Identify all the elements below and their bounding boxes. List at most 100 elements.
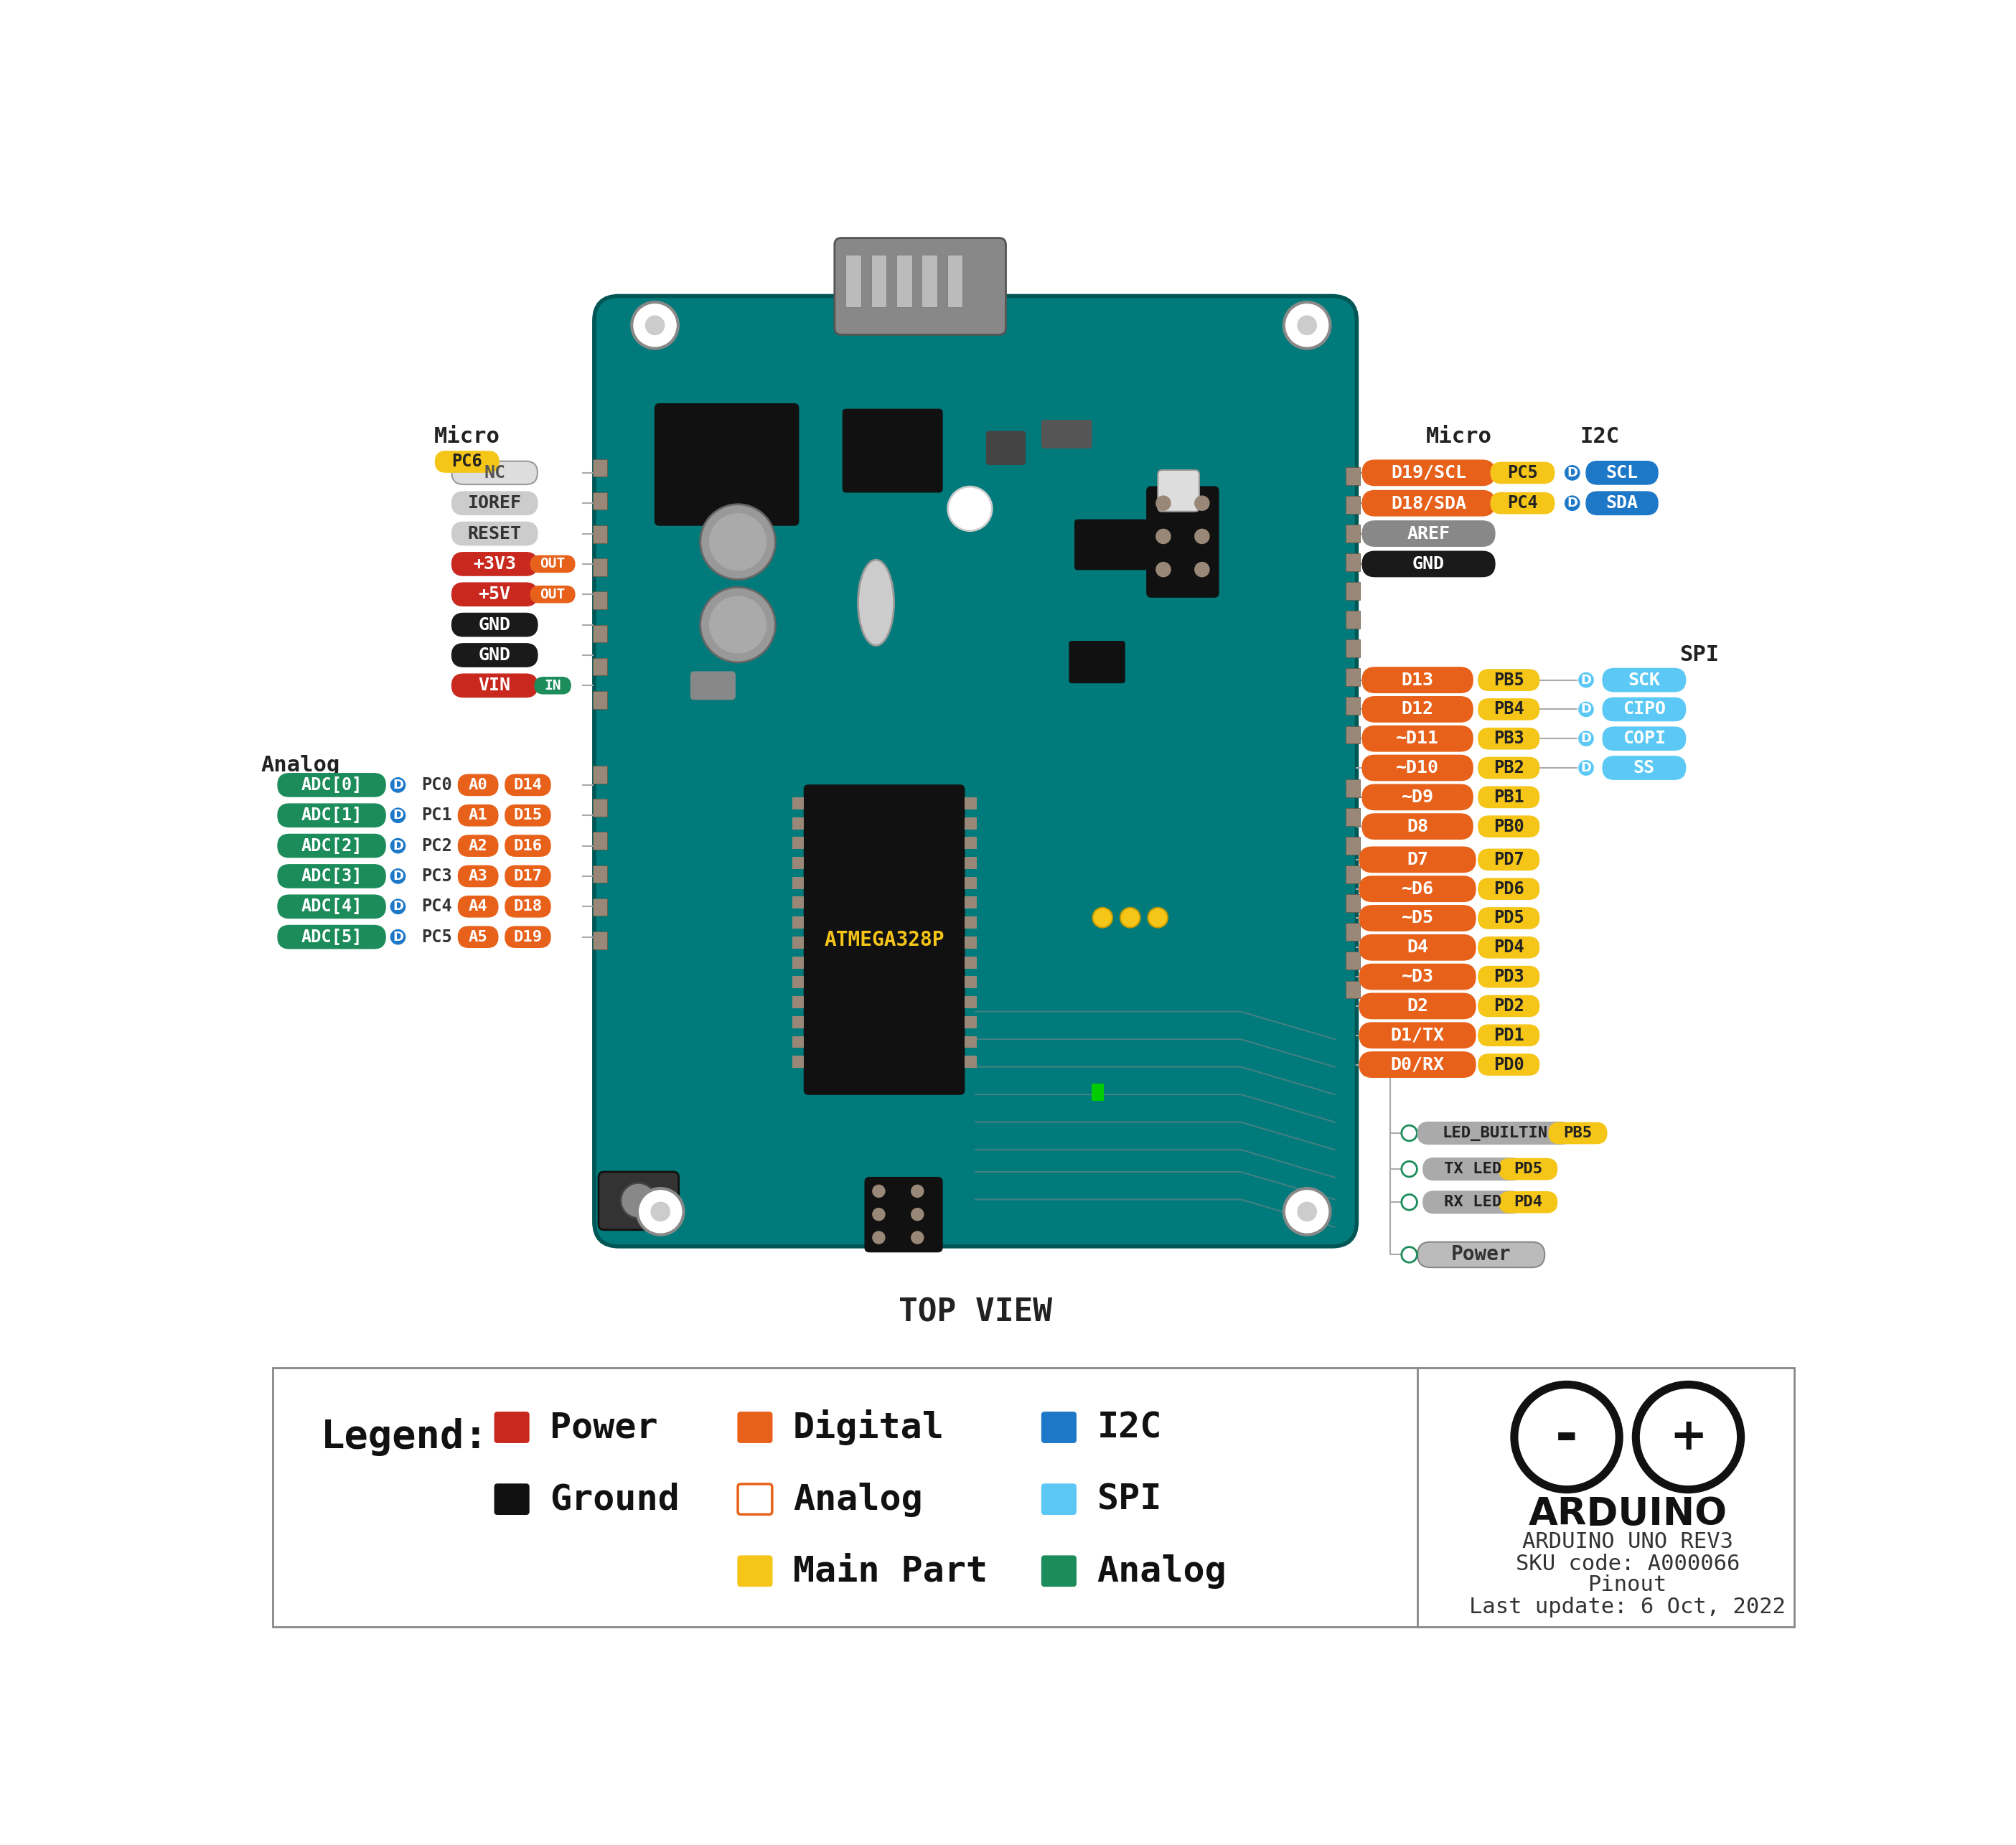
FancyBboxPatch shape [1363, 552, 1496, 577]
Circle shape [389, 899, 407, 915]
Text: PD3: PD3 [1494, 969, 1524, 985]
Text: SPI: SPI [1097, 1482, 1161, 1517]
Text: -: - [1556, 1410, 1579, 1463]
FancyBboxPatch shape [494, 1483, 528, 1515]
Circle shape [389, 867, 407, 884]
Text: +5V: +5V [478, 585, 510, 603]
FancyBboxPatch shape [494, 1411, 528, 1443]
Text: SPI: SPI [1679, 644, 1720, 666]
Text: ADC[3]: ADC[3] [300, 867, 363, 886]
Text: GND: GND [1413, 555, 1445, 572]
FancyBboxPatch shape [1157, 470, 1200, 511]
Bar [964, 956, 976, 969]
Circle shape [637, 1188, 683, 1234]
Circle shape [1579, 672, 1595, 688]
Text: Last update: 6 Oct, 2022: Last update: 6 Oct, 2022 [1470, 1596, 1786, 1618]
Bar [845, 255, 861, 306]
FancyBboxPatch shape [435, 452, 498, 472]
FancyBboxPatch shape [1603, 697, 1685, 721]
FancyBboxPatch shape [1068, 642, 1125, 683]
Text: SCL: SCL [1607, 465, 1639, 482]
Circle shape [1155, 496, 1171, 511]
FancyBboxPatch shape [458, 897, 498, 917]
FancyBboxPatch shape [1359, 993, 1476, 1018]
Bar [1347, 467, 1361, 485]
Text: PC0: PC0 [421, 777, 452, 793]
Text: D2: D2 [1407, 998, 1427, 1015]
FancyBboxPatch shape [452, 583, 538, 605]
Bar [1347, 611, 1361, 629]
Circle shape [1635, 1384, 1742, 1489]
FancyBboxPatch shape [1147, 487, 1218, 598]
FancyBboxPatch shape [1490, 493, 1554, 513]
Bar [593, 592, 607, 609]
FancyBboxPatch shape [1478, 670, 1538, 690]
Text: SDA: SDA [1607, 494, 1639, 511]
Bar [964, 976, 976, 989]
Bar [964, 838, 976, 849]
FancyBboxPatch shape [738, 1483, 772, 1515]
FancyBboxPatch shape [1603, 756, 1685, 779]
FancyBboxPatch shape [506, 836, 550, 856]
Text: I2C: I2C [1581, 426, 1619, 446]
Text: PC3: PC3 [421, 867, 452, 886]
FancyBboxPatch shape [1478, 729, 1538, 749]
FancyBboxPatch shape [458, 775, 498, 795]
Bar [1347, 982, 1361, 998]
Text: ~D10: ~D10 [1395, 760, 1439, 777]
Bar [964, 817, 976, 828]
Bar [792, 1035, 804, 1048]
Text: I2C: I2C [1097, 1410, 1161, 1445]
Circle shape [948, 487, 992, 531]
Text: D: D [1581, 762, 1591, 775]
Text: PD1: PD1 [1494, 1026, 1524, 1044]
Text: LED_BUILTIN: LED_BUILTIN [1441, 1125, 1548, 1140]
Text: D: D [1566, 467, 1579, 480]
Text: OUT: OUT [540, 587, 564, 601]
FancyBboxPatch shape [691, 672, 736, 699]
FancyBboxPatch shape [1587, 461, 1657, 485]
Bar [1347, 922, 1361, 941]
Circle shape [1147, 908, 1167, 928]
Text: Power: Power [550, 1410, 657, 1445]
FancyBboxPatch shape [1478, 786, 1538, 808]
Text: D0/RX: D0/RX [1391, 1055, 1443, 1074]
Bar [948, 255, 964, 306]
Bar [792, 976, 804, 989]
Bar [1347, 952, 1361, 970]
Circle shape [873, 1208, 885, 1221]
FancyBboxPatch shape [1363, 814, 1474, 839]
Text: PD2: PD2 [1494, 998, 1524, 1015]
FancyBboxPatch shape [458, 926, 498, 948]
Bar [1347, 554, 1361, 572]
Text: ATMEGA328P: ATMEGA328P [825, 930, 943, 950]
Circle shape [911, 1184, 923, 1197]
Circle shape [1284, 1188, 1331, 1234]
FancyBboxPatch shape [1478, 1053, 1538, 1076]
Bar [792, 956, 804, 969]
Text: ADC[1]: ADC[1] [300, 806, 363, 825]
Bar [1347, 895, 1361, 911]
Bar [593, 625, 607, 642]
FancyBboxPatch shape [1478, 815, 1538, 838]
FancyBboxPatch shape [530, 555, 575, 572]
Circle shape [389, 838, 407, 854]
Circle shape [1121, 908, 1141, 928]
Text: PB5: PB5 [1564, 1125, 1593, 1140]
FancyBboxPatch shape [278, 773, 385, 797]
FancyBboxPatch shape [530, 587, 575, 603]
FancyBboxPatch shape [595, 295, 1357, 1247]
Text: A0: A0 [468, 779, 488, 792]
Circle shape [1564, 465, 1581, 482]
Text: PB5: PB5 [1494, 672, 1524, 688]
Bar [964, 996, 976, 1007]
Circle shape [389, 928, 407, 945]
FancyBboxPatch shape [986, 432, 1026, 465]
Text: ~D6: ~D6 [1401, 880, 1433, 897]
Text: D: D [393, 900, 403, 913]
Bar [964, 917, 976, 928]
Bar [1347, 808, 1361, 827]
FancyBboxPatch shape [452, 491, 538, 515]
FancyBboxPatch shape [1478, 849, 1538, 871]
FancyBboxPatch shape [506, 865, 550, 887]
